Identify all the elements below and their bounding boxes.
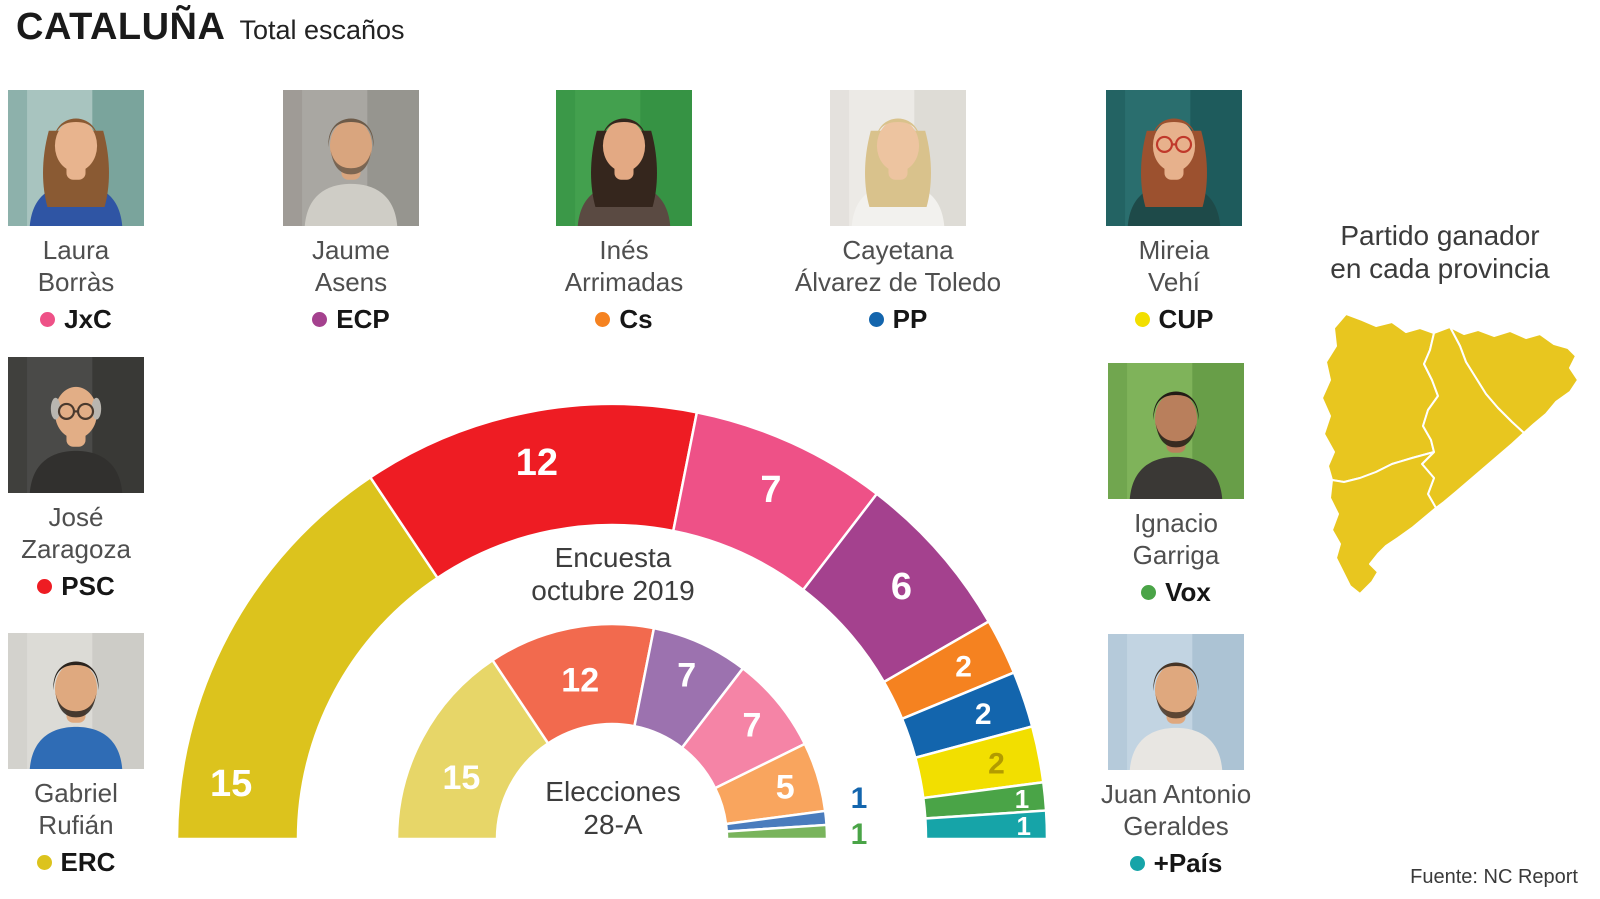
person-name: Asens (314, 267, 388, 297)
arc-label-CUP: 2 (988, 747, 1005, 780)
portrait-photo (1106, 90, 1242, 226)
person-name: Borràs (37, 267, 115, 297)
person-name: Garriga (1132, 540, 1220, 570)
province-region-center (1421, 326, 1525, 509)
party-label: PSC (61, 571, 115, 601)
arc-segment-+País (923, 809, 1049, 841)
map-label: Partido ganador en cada provincia (1330, 220, 1550, 284)
party-color-dot (37, 579, 53, 594)
chart-title-encuesta: Encuesta octubre 2019 (531, 542, 695, 606)
portrait-photo (8, 357, 144, 493)
person-name: Zaragoza (21, 534, 131, 564)
person-card-gabriel-rufian: Gabriel Rufián ERC (0, 633, 216, 878)
party-label: Vox (1165, 577, 1211, 607)
arc-label-ERC: 15 (442, 759, 480, 797)
person-name: Jaume (311, 235, 391, 265)
source-credit: Fuente: NC Report (1410, 866, 1578, 888)
arc-label-+País: 1 (1017, 811, 1031, 841)
arc-label-PSC: 12 (516, 442, 558, 484)
portrait-photo (283, 90, 419, 226)
arc-label-JxC: 7 (742, 706, 761, 744)
header: CATALUÑA Total escaños (16, 6, 405, 49)
party-color-dot (595, 312, 611, 327)
portrait-photo (8, 633, 144, 769)
person-silhouette (8, 357, 144, 493)
arc-segment-ERC (395, 658, 550, 841)
person-card-jaume-asens: Jaume Asens ECP (211, 90, 491, 335)
person-name: Arrimadas (564, 267, 684, 297)
catalonia-province-map (1321, 313, 1579, 595)
arc-label-ECP: 7 (677, 656, 696, 694)
person-name: Gabriel (34, 778, 118, 808)
party-label: ERC (60, 847, 116, 877)
page-title: CATALUÑA (16, 6, 226, 48)
portrait-photo (8, 90, 144, 226)
person-silhouette (8, 90, 144, 226)
party-color-dot (1134, 312, 1150, 327)
party-label: JxC (64, 304, 112, 334)
person-card-mireia-vehi: Mireia Vehí CUP (1034, 90, 1314, 335)
person-silhouette (283, 90, 419, 226)
person-name: Laura (42, 235, 110, 265)
person-name: Geraldes (1123, 811, 1229, 841)
person-card-laura-borras: Laura Borràs JxC (0, 90, 216, 335)
person-silhouette (1108, 363, 1244, 499)
person-name: Cayetana (842, 235, 954, 265)
party-color-dot (1141, 585, 1157, 600)
arc-label-Cs: 5 (776, 769, 795, 807)
party-color-dot (40, 312, 56, 327)
person-name: Vehí (1147, 267, 1201, 297)
party-color-dot (1129, 856, 1145, 871)
person-name: José (48, 502, 104, 532)
party-label: +País (1153, 848, 1223, 878)
arc-label-PSC: 12 (561, 661, 599, 699)
arc-label-ECP: 6 (891, 566, 912, 608)
person-silhouette (1106, 90, 1242, 226)
province-region-southwest (1329, 451, 1437, 595)
arc-segment-Vox (725, 823, 829, 841)
person-name: Mireia (1138, 235, 1210, 265)
person-card-cayetana-alvarez: Cayetana Álvarez de Toledo PP (758, 90, 1038, 335)
person-name: Juan Antonio (1100, 779, 1252, 809)
arc-label-JxC: 7 (760, 469, 781, 511)
chart-title-elecciones: Elecciones 28-A (545, 776, 681, 840)
person-name: Rufián (38, 810, 114, 840)
person-name: Álvarez de Toledo (794, 267, 1002, 297)
arc-label-PP: 2 (975, 698, 992, 731)
portrait-photo (1108, 634, 1244, 770)
person-name: Ignacio (1134, 508, 1218, 538)
person-silhouette (830, 90, 966, 226)
party-color-dot (868, 312, 884, 327)
party-label: ECP (336, 304, 390, 334)
portrait-photo (1108, 363, 1244, 499)
party-label: CUP (1158, 304, 1214, 334)
arc-label-PP: 1 (851, 782, 868, 815)
party-color-dot (312, 312, 328, 327)
party-label: Cs (619, 304, 653, 334)
person-card-ines-arrimadas: Inés Arrimadas Cs (484, 90, 764, 335)
person-card-jose-zaragoza: José Zaragoza PSC (0, 357, 216, 602)
arc-label-Cs: 2 (955, 650, 972, 683)
arc-label-Vox: 1 (851, 818, 868, 851)
person-silhouette (556, 90, 692, 226)
arc-label-ERC: 15 (210, 763, 252, 805)
portrait-photo (830, 90, 966, 226)
portrait-photo (556, 90, 692, 226)
person-silhouette (1108, 634, 1244, 770)
arc-label-Vox: 1 (1015, 784, 1029, 814)
party-color-dot (36, 855, 52, 870)
party-label: PP (892, 304, 928, 334)
person-card-juan-antonio-geraldes: Juan Antonio Geraldes +País (1036, 634, 1316, 879)
person-silhouette (8, 633, 144, 769)
person-name: Inés (599, 235, 649, 265)
page-subtitle: Total escaños (239, 15, 405, 45)
person-card-ignacio-garriga: Ignacio Garriga Vox (1036, 363, 1316, 608)
